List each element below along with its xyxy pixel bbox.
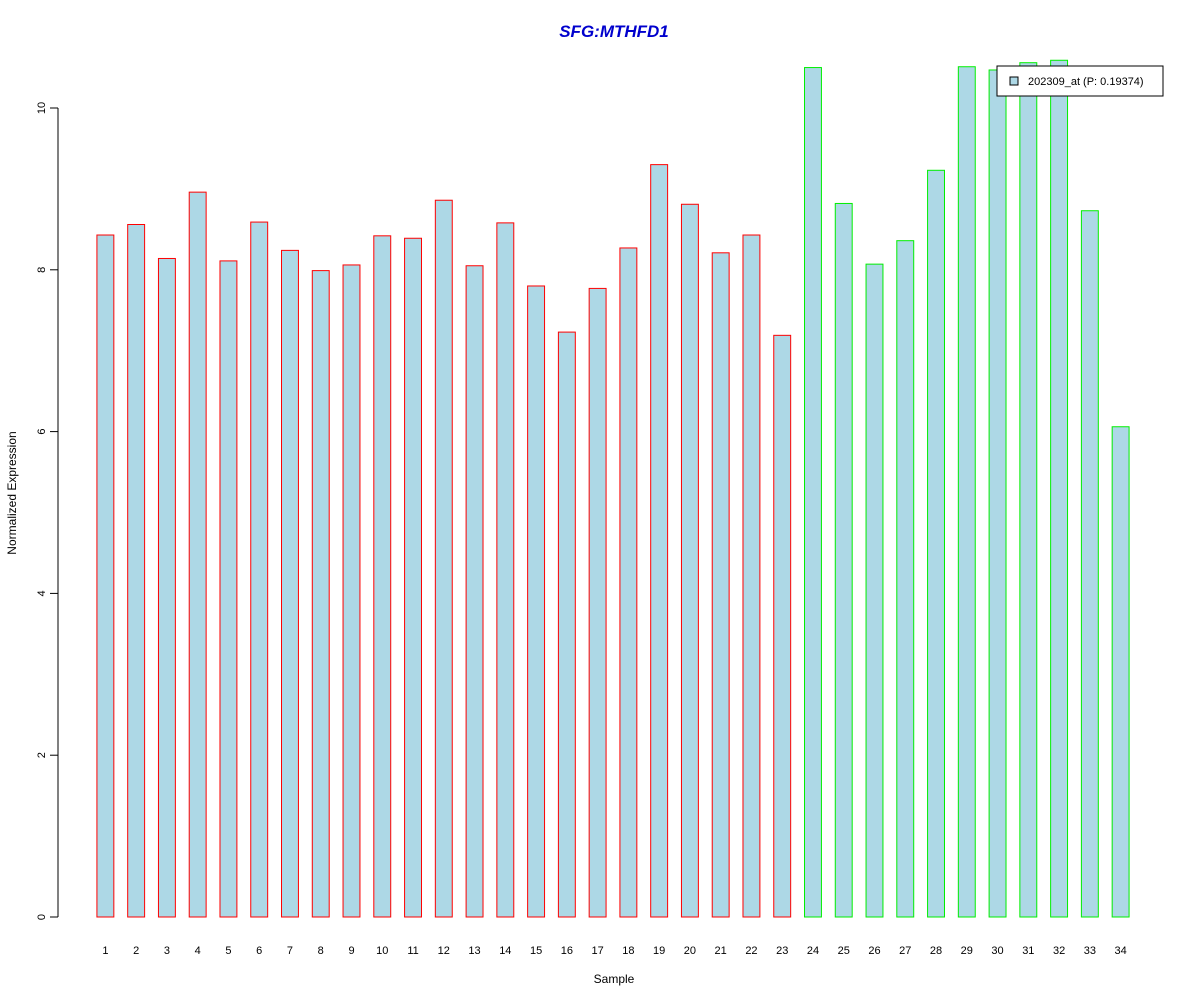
y-axis-label: Normalized Expression [5,431,19,554]
bar [527,285,546,918]
y-tick-label: 8 [36,267,48,273]
x-tick-label: 3 [164,945,170,957]
legend-swatch [1009,76,1019,86]
x-tick-label: 19 [653,945,665,957]
y-tick-label: 0 [36,914,48,920]
bar [957,66,976,918]
bar [188,191,207,918]
bars [96,59,1130,918]
bar [1080,210,1099,918]
x-tick-label: 25 [838,945,850,957]
x-tick-label: 34 [1114,945,1126,957]
legend-label: 202309_at (P: 0.19374) [1028,76,1144,88]
x-tick-label: 2 [133,945,139,957]
y-tick-label: 2 [36,752,48,758]
bar [865,263,884,918]
bar [404,237,422,918]
bar [157,257,176,918]
bar [127,224,146,918]
x-tick-label: 15 [530,945,542,957]
x-tick-label: 33 [1084,945,1096,957]
y-tick-label: 4 [36,590,48,596]
x-tick-label: 4 [195,945,201,957]
bar [557,331,576,918]
bar [250,221,269,918]
bar [711,252,730,918]
bar [281,249,299,918]
x-tick-label: 5 [225,945,231,957]
x-tick-label: 7 [287,945,293,957]
x-tick-label: 17 [591,945,603,957]
bar [311,270,330,918]
x-tick-label: 27 [899,945,911,957]
bar [1019,62,1038,918]
x-tick-label: 6 [256,945,262,957]
x-tick-label: 20 [684,945,696,957]
bar [680,203,699,918]
bar [342,264,361,918]
bar [465,265,484,918]
bar [742,234,761,918]
bar [988,69,1007,918]
legend: 202309_at (P: 0.19374) [996,65,1164,97]
x-tick-label: 24 [807,945,819,957]
x-tick-label: 13 [468,945,480,957]
bar [373,235,392,918]
bar [619,247,638,918]
bar [219,260,238,918]
x-tick-label: 32 [1053,945,1065,957]
bar [1050,59,1069,918]
x-tick-labels: 1 2 3 4 5 6 7 8 9 10 11 12 13 14 15 16 17 18 19 20 21 22 23 24 2… [102,945,1126,957]
x-tick-label: 21 [715,945,727,957]
bar [804,67,822,918]
x-tick-label: 10 [376,945,388,957]
x-tick-label: 31 [1022,945,1034,957]
y-tick-label: 6 [36,429,48,435]
x-tick-label: 29 [961,945,973,957]
x-tick-label: 26 [868,945,880,957]
x-axis-label: Sample [594,972,635,986]
y-tick-label: 10 [36,102,48,114]
bar [927,169,945,918]
bar [834,202,853,918]
legend-box [996,65,1164,97]
bar [434,199,453,918]
bar [650,164,669,918]
bar [1111,426,1130,918]
chart-title: SFG:MTHFD1 [559,22,669,41]
x-tick-label: 12 [438,945,450,957]
x-tick-label: 14 [499,945,511,957]
x-tick-label: 16 [561,945,573,957]
bar [588,287,607,918]
x-tick-label: 18 [622,945,634,957]
y-axis: 0 2 4 6 8 10 [36,102,59,920]
x-tick-label: 11 [407,945,418,957]
x-tick-label: 22 [745,945,757,957]
x-tick-label: 30 [991,945,1003,957]
bar [896,240,915,918]
bar [96,234,115,918]
x-tick-label: 23 [776,945,788,957]
x-tick-label: 8 [318,945,324,957]
x-tick-label: 1 [102,945,108,957]
bar [496,222,515,918]
x-tick-label: 28 [930,945,942,957]
bar [773,334,792,918]
x-tick-label: 9 [348,945,354,957]
